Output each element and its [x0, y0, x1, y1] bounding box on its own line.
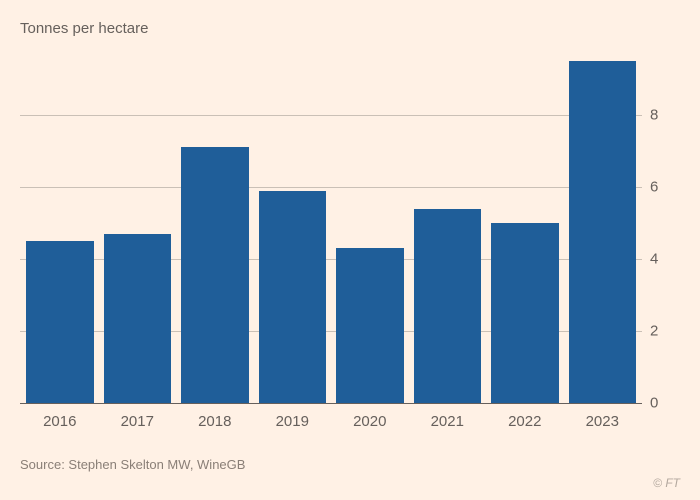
gridline: [20, 403, 642, 404]
x-tick-label: 2023: [569, 413, 637, 430]
y-tick-label: 0: [650, 395, 680, 412]
y-tick-label: 4: [650, 251, 680, 268]
bar: [259, 191, 327, 403]
x-tick-label: 2021: [414, 413, 482, 430]
y-tick-label: 6: [650, 179, 680, 196]
y-axis-title: Tonnes per hectare: [20, 20, 680, 37]
bar: [414, 209, 482, 403]
bar: [491, 223, 559, 403]
x-tick-label: 2022: [491, 413, 559, 430]
bar: [26, 241, 94, 403]
copyright-text: © FT: [653, 476, 680, 490]
x-axis: 2016 2017 2018 2019 2020 2021 2022 2023: [20, 413, 642, 430]
source-text: Source: Stephen Skelton MW, WineGB: [20, 457, 245, 472]
x-tick-label: 2016: [26, 413, 94, 430]
x-tick-label: 2017: [104, 413, 172, 430]
bar: [569, 61, 637, 403]
bar: [336, 248, 404, 403]
x-tick-label: 2020: [336, 413, 404, 430]
bars-group: [20, 43, 642, 403]
y-tick-label: 8: [650, 107, 680, 124]
x-tick-label: 2019: [259, 413, 327, 430]
bar: [104, 234, 172, 403]
plot-area: 02468 20162017201820192020202120222023: [20, 43, 680, 403]
y-tick-label: 2: [650, 323, 680, 340]
bar: [181, 147, 249, 403]
chart-container: Tonnes per hectare 02468 201620172018201…: [20, 20, 680, 446]
x-tick-label: 2018: [181, 413, 249, 430]
